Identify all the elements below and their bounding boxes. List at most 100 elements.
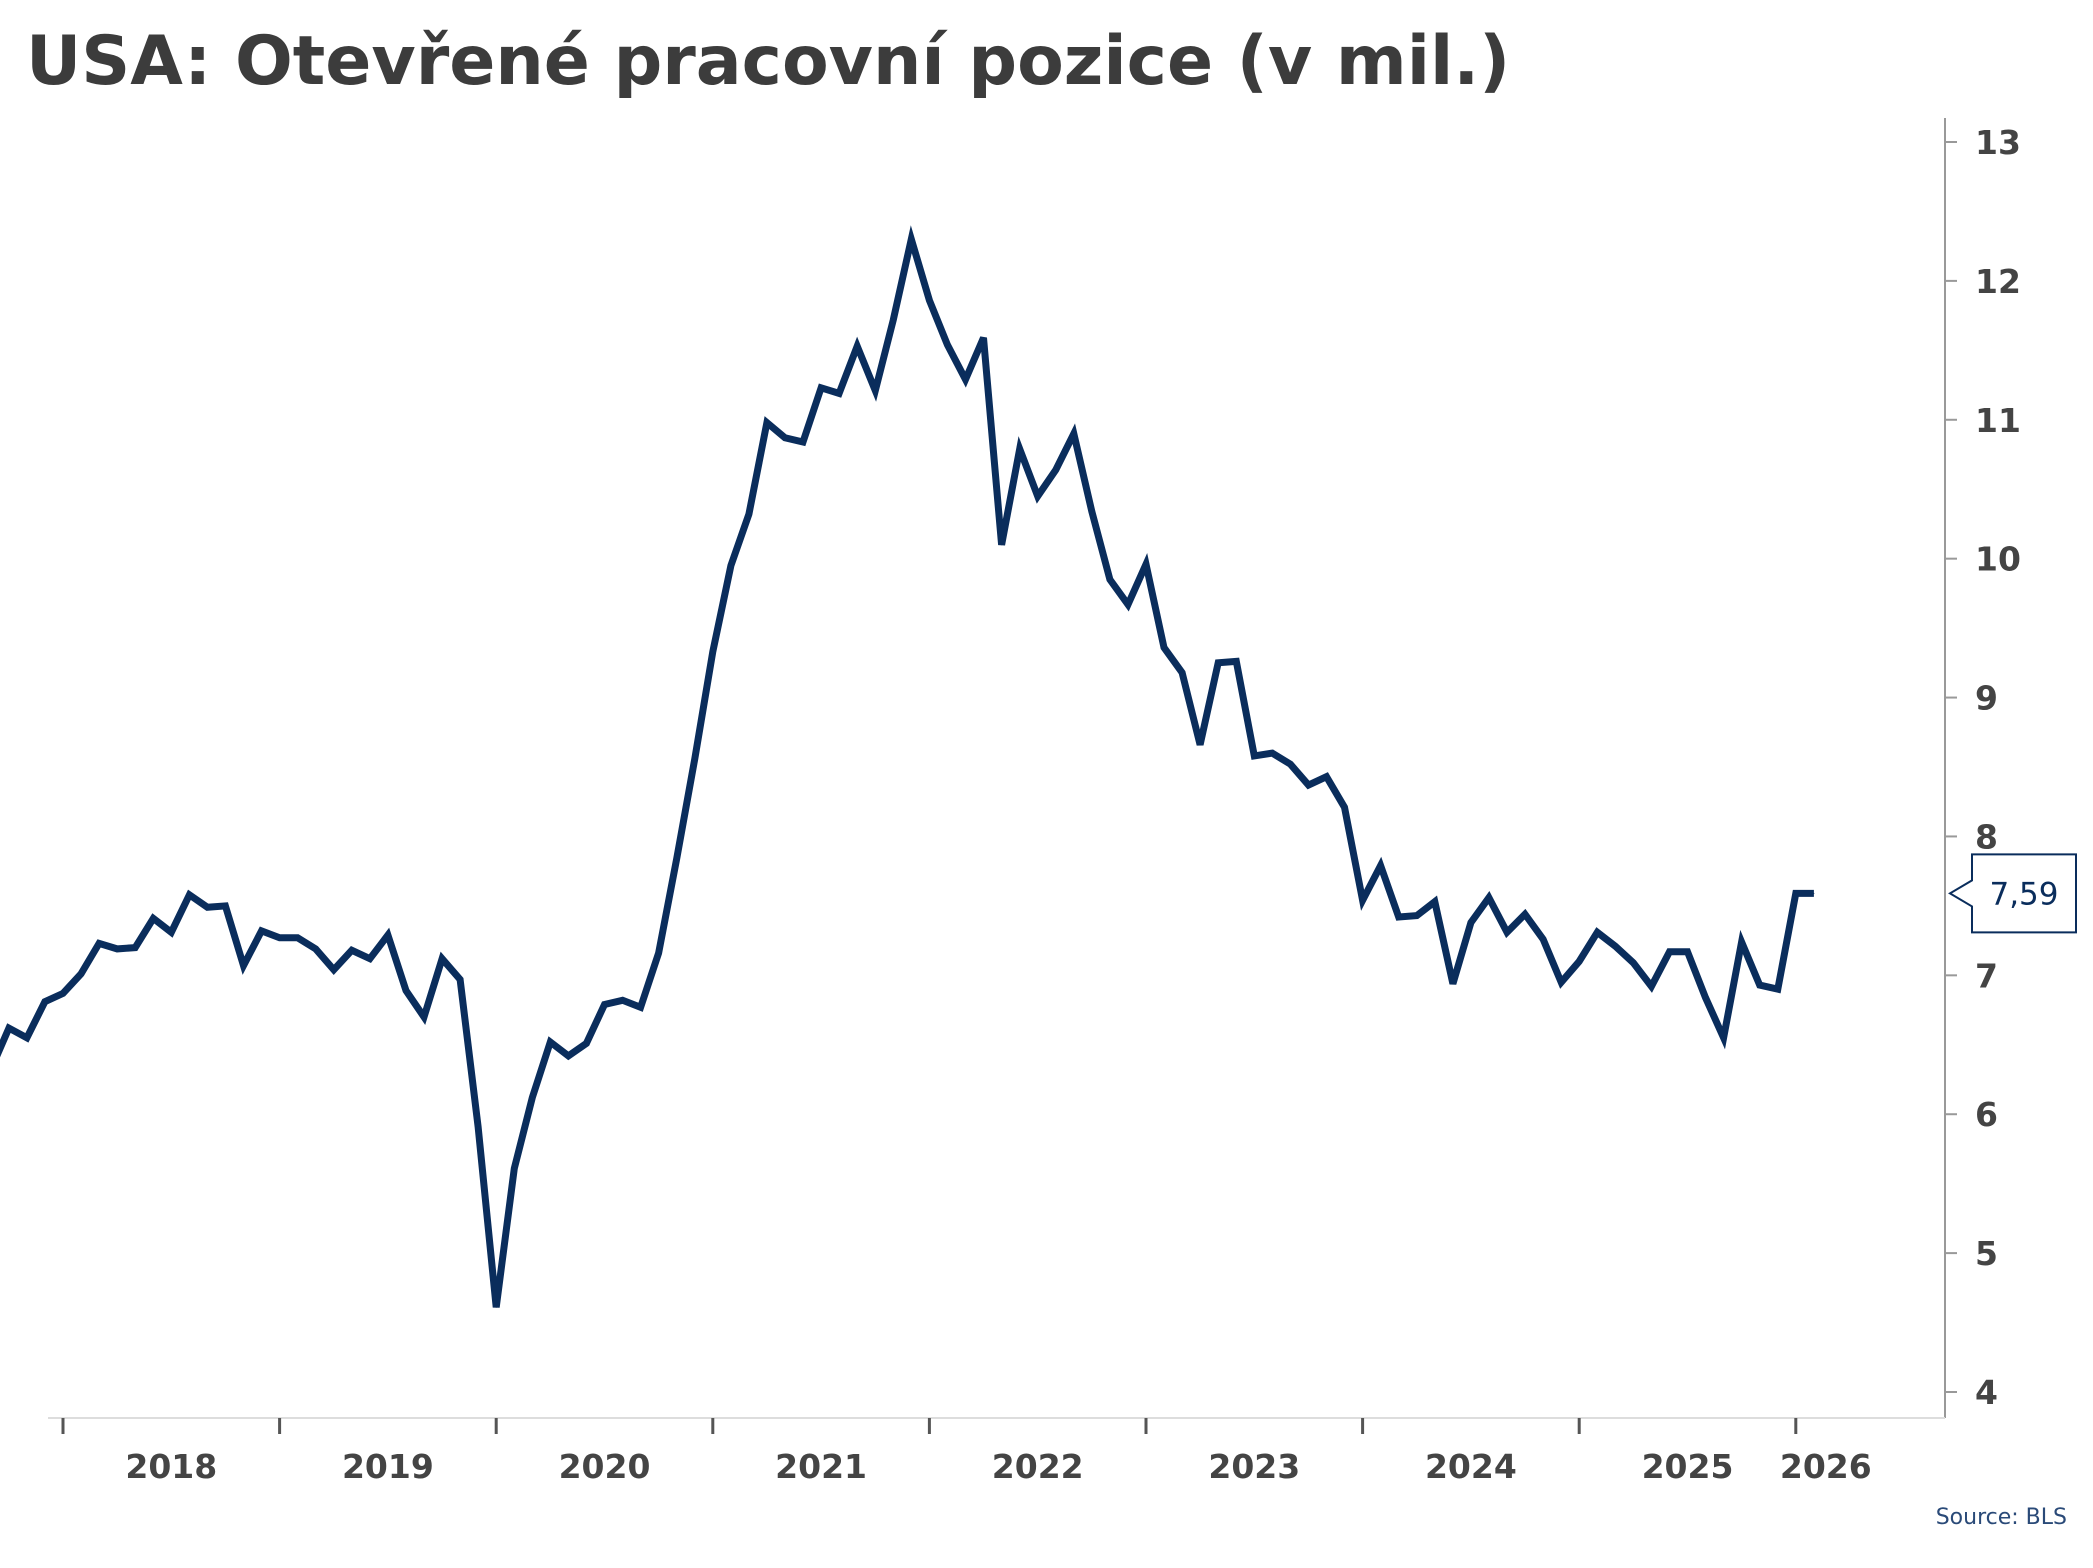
callout-box xyxy=(1948,853,2077,934)
data-point xyxy=(1524,913,1526,915)
y-tick-label: 10 xyxy=(1975,540,2021,579)
data-point xyxy=(1271,752,1273,754)
series-line xyxy=(0,225,1814,1308)
data-point xyxy=(965,379,966,380)
data-point xyxy=(531,1097,533,1099)
x-tick-label: 2026 xyxy=(1780,1447,1872,1486)
data-point xyxy=(1452,983,1454,985)
data-point xyxy=(838,392,840,394)
data-point xyxy=(1614,945,1616,947)
data-point xyxy=(712,651,714,653)
data-point xyxy=(1669,951,1670,953)
y-tick-label: 4 xyxy=(1975,1373,1998,1412)
data-point xyxy=(1344,806,1345,808)
data-point xyxy=(748,513,750,515)
data-point xyxy=(1019,448,1021,450)
data-point xyxy=(333,969,335,971)
data-point xyxy=(1777,988,1779,990)
data-point xyxy=(243,965,244,967)
data-point xyxy=(928,299,930,301)
data-point xyxy=(423,1016,425,1018)
data-point xyxy=(44,1001,46,1003)
data-point xyxy=(1741,941,1743,943)
data-point xyxy=(1145,563,1147,565)
data-point xyxy=(1488,897,1490,899)
data-point xyxy=(1813,892,1815,894)
data-point xyxy=(1759,984,1761,986)
data-point xyxy=(116,948,118,950)
data-point xyxy=(1416,915,1418,917)
data-point xyxy=(1037,495,1039,497)
y-tick-label: 5 xyxy=(1975,1234,1998,1273)
data-point xyxy=(1326,776,1327,778)
data-point xyxy=(1705,997,1706,999)
x-tick-label: 2020 xyxy=(559,1447,651,1486)
data-point xyxy=(224,905,226,907)
data-point xyxy=(1289,763,1291,765)
data-point xyxy=(910,238,912,240)
y-tick-label: 6 xyxy=(1975,1095,1998,1134)
x-tick-label: 2019 xyxy=(342,1447,434,1486)
y-tick-label: 13 xyxy=(1975,123,2021,162)
data-point xyxy=(387,934,389,936)
data-point xyxy=(1578,960,1580,962)
data-point xyxy=(1199,744,1201,746)
x-tick-label: 2024 xyxy=(1425,1447,1517,1486)
data-point xyxy=(1073,433,1075,435)
data-point xyxy=(98,942,100,944)
data-point xyxy=(477,1126,479,1128)
data-point xyxy=(459,979,461,980)
data-point xyxy=(730,565,732,567)
data-point xyxy=(1253,755,1255,757)
data-point xyxy=(585,1042,587,1044)
data-point xyxy=(549,1041,551,1043)
x-tick-label: 2023 xyxy=(1208,1447,1300,1486)
y-axis: 4 5 6 7 8 9 10 11 12 13 xyxy=(1944,118,2021,1418)
last-value-label: 7,59 xyxy=(1989,876,2058,912)
y-tick-label: 12 xyxy=(1975,262,2021,301)
data-point xyxy=(1181,672,1183,674)
x-axis: 2018 2019 2020 2021 2022 2023 2024 2025 2026 xyxy=(48,1417,1945,1486)
data-point xyxy=(1398,916,1400,918)
data-point xyxy=(351,949,353,951)
data-point xyxy=(405,990,407,992)
data-point xyxy=(279,937,281,939)
data-point xyxy=(1001,544,1003,546)
data-point xyxy=(694,758,696,760)
data-point xyxy=(1632,962,1634,964)
data-point xyxy=(188,894,190,896)
data-point xyxy=(856,345,858,347)
data-point xyxy=(369,958,371,960)
data-point xyxy=(1650,985,1652,987)
data-point xyxy=(604,1004,605,1005)
data-point xyxy=(8,1027,10,1029)
data-point xyxy=(315,948,317,950)
data-point xyxy=(441,958,443,960)
data-point xyxy=(1380,865,1382,867)
data-point xyxy=(567,1055,569,1057)
y-tick-label: 9 xyxy=(1975,679,1998,718)
data-point xyxy=(1127,604,1129,605)
data-point xyxy=(1109,579,1111,580)
x-tick-label: 2025 xyxy=(1642,1447,1734,1486)
data-point xyxy=(513,1167,515,1169)
data-point xyxy=(152,917,154,919)
y-tick-label: 7 xyxy=(1975,956,1998,995)
data-point xyxy=(874,390,876,392)
data-point xyxy=(1217,662,1219,664)
data-point xyxy=(297,937,299,939)
data-point xyxy=(784,437,786,439)
data-point xyxy=(1542,938,1544,940)
data-point xyxy=(1434,901,1436,903)
data-point xyxy=(1596,931,1598,933)
data-point xyxy=(1362,899,1364,901)
data-point xyxy=(170,931,172,933)
x-tick-label: 2021 xyxy=(775,1447,867,1486)
data-point xyxy=(134,947,136,949)
y-tick-label: 11 xyxy=(1975,401,2021,440)
data-point xyxy=(1723,1037,1725,1039)
data-point xyxy=(802,441,804,443)
data-point xyxy=(1795,892,1797,894)
data-point xyxy=(1308,784,1309,786)
